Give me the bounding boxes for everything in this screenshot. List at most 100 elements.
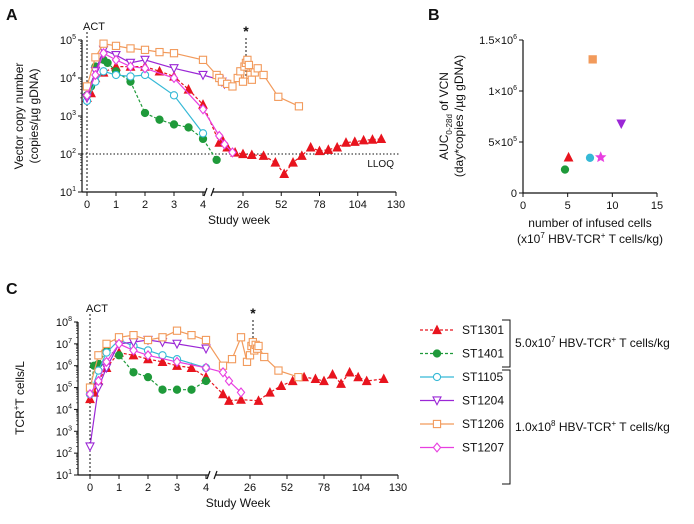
panel-a-data-point xyxy=(279,168,290,179)
panel-a-data-point xyxy=(91,69,100,81)
panel-c-data-point xyxy=(172,356,182,368)
panel-c-data-point xyxy=(143,372,153,382)
legend-dose-high: 1.0x108 HBV-TCR+ T cells/kg xyxy=(515,419,670,434)
panel-a-data-point xyxy=(198,104,208,115)
panel-a-data-point xyxy=(259,70,268,80)
panel-c-xtick-label: 104 xyxy=(352,482,370,494)
panel-a-data-point xyxy=(228,147,237,158)
panel-b-point-st1207 xyxy=(594,151,607,163)
legend-label-st1301: ST1301 xyxy=(462,323,504,337)
panel-c-data-point xyxy=(201,376,211,386)
panel-c-xtick-label: 78 xyxy=(318,482,330,494)
panel-c-xtick-label: 130 xyxy=(389,482,407,494)
panel-a-ytick-label-exp: 2 xyxy=(72,148,76,155)
panel-a-data-point xyxy=(169,64,179,74)
panel-a-ytick-label: 103 xyxy=(60,110,76,123)
panel-a-data-point xyxy=(244,60,254,70)
legend-marker-st1401 xyxy=(432,349,442,358)
panel-c-data-point xyxy=(186,362,197,372)
panel-b-xlabel-pre: (x10 xyxy=(517,232,541,246)
panel-b-point-st1401 xyxy=(560,165,570,174)
panel-a-data-point xyxy=(126,72,135,81)
panel-a-xtick-label: 1 xyxy=(113,199,119,211)
panel-a-ytick-label-exp: 1 xyxy=(72,186,76,193)
panel-c-ytick-label: 102 xyxy=(56,447,72,460)
panel-c-data-point xyxy=(102,339,111,349)
panel-c-ytick-label: 107 xyxy=(56,338,72,351)
panel-c-ytick-label: 103 xyxy=(56,425,72,438)
panel-c-ytick-label: 105 xyxy=(56,382,72,395)
panel-b-ytick-exp: 5 xyxy=(513,136,517,143)
legend-label-st1204: ST1204 xyxy=(462,394,504,408)
panel-c-data-point xyxy=(129,368,138,377)
legend-dose-high-post: T cells/kg xyxy=(616,420,670,434)
panel-a-ytick-label-exp: 5 xyxy=(72,34,76,41)
panel-b-xtick-label: 10 xyxy=(606,200,618,212)
panel-a-ytick-label-base: 10 xyxy=(60,111,72,123)
panel-a-data-point xyxy=(228,82,237,91)
panel-a-data-point xyxy=(274,92,283,101)
legend-label-st1207: ST1207 xyxy=(462,441,504,455)
panel-a-data-point xyxy=(288,157,298,167)
legend-marker-st1204 xyxy=(432,396,442,406)
panel-a-data-point xyxy=(140,55,150,66)
panel-c-data-point xyxy=(129,345,138,356)
legend-marker-st1301 xyxy=(432,324,442,335)
panel-a-data-point xyxy=(169,120,179,129)
panel-a-ytick-label-base: 10 xyxy=(60,73,72,85)
panel-c-x-axis-label: Study Week xyxy=(206,496,271,510)
panel-b-ytick-exp: 6 xyxy=(513,34,517,41)
legend-label-st1206: ST1206 xyxy=(462,417,504,431)
panel-c-ytick-label-exp: 6 xyxy=(68,360,72,367)
panel-c-data-point xyxy=(310,373,321,384)
panel-a-data-point xyxy=(99,67,108,76)
panel-a-xtick-label: 2 xyxy=(142,199,148,211)
panel-a-data-point xyxy=(198,55,208,65)
panel-c-data-point xyxy=(254,341,263,351)
panel-c-data-point xyxy=(201,335,211,345)
legend-marker-st1206 xyxy=(432,419,442,429)
panel-a-xtick-label: 78 xyxy=(313,199,325,211)
panel-b-xlabel-post: T cells/kg) xyxy=(605,232,663,246)
panel-a-data-point xyxy=(111,70,121,80)
panel-a-data-point xyxy=(332,141,343,152)
legend-marker-st1207 xyxy=(432,442,442,453)
panel-a-lloq-label: LLOQ xyxy=(367,159,394,170)
panel-c-xtick-label: 2 xyxy=(145,482,151,494)
panel-b-y-axis-label-line1: AUC0-28d of VCN xyxy=(437,72,454,160)
panel-c-ytick-label: 106 xyxy=(56,360,72,373)
panel-c-data-point xyxy=(294,372,303,382)
panel-b-ytick-exp: 6 xyxy=(513,85,517,92)
panel-c-data-point xyxy=(236,387,246,398)
panel-a-data-point xyxy=(247,75,256,84)
panel-a-data-point xyxy=(140,63,150,74)
panel-a-data-point xyxy=(140,108,150,118)
panel-c-data-point xyxy=(158,385,167,394)
panel-c-data-point xyxy=(85,442,95,452)
panel-b-ylabel-rest: of VCN xyxy=(437,72,451,114)
panel-a-data-point xyxy=(314,145,325,156)
panel-c-ylabel-sup: + xyxy=(12,405,21,410)
panel-b-ytick-label: 1×106 xyxy=(488,85,517,98)
panel-a-ytick-label-exp: 4 xyxy=(72,72,76,79)
panel-a-act-label: ACT xyxy=(83,21,105,33)
panel-c-data-point xyxy=(361,375,372,386)
panel-a-ytick-label: 104 xyxy=(60,72,76,85)
panel-c-data-point xyxy=(172,339,182,350)
panel-c-data-point xyxy=(336,378,346,388)
panel-a-xtick-label: 4 xyxy=(200,199,206,211)
panel-c-data-point xyxy=(224,375,234,387)
panel-c-series-line xyxy=(89,351,384,402)
panel-a-data-point xyxy=(126,61,135,72)
panel-c-data-point xyxy=(114,351,124,360)
panel-b-xlabel-exp: 7 xyxy=(540,231,545,240)
panel-a-data-point xyxy=(294,102,304,111)
panel-a-data-point xyxy=(258,150,269,160)
panel-c-ytick-label-exp: 8 xyxy=(68,316,72,323)
panel-a-data-point xyxy=(212,155,221,165)
panel-b-xtick-label: 0 xyxy=(520,200,526,212)
panel-c-xtick-label: 3 xyxy=(174,482,180,494)
panel-a-data-point xyxy=(140,45,150,55)
panel-c-ytick-label-base: 10 xyxy=(56,470,68,482)
panel-c-data-point xyxy=(218,388,228,399)
